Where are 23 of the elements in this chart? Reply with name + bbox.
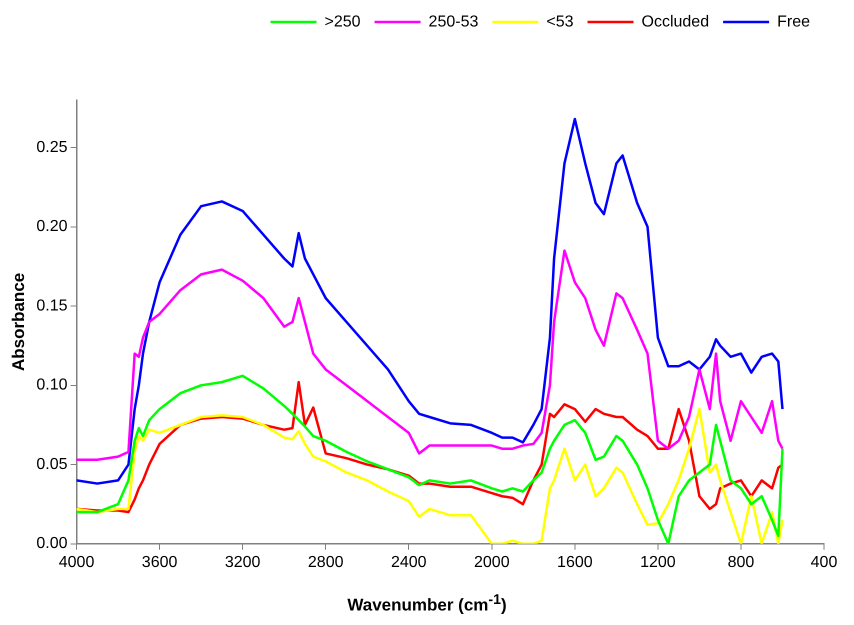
- legend-label: <53: [546, 13, 574, 30]
- x-tick-label: 2400: [390, 554, 427, 571]
- x-tick-label: 2800: [308, 554, 344, 571]
- y-tick-label: 0.05: [36, 456, 68, 473]
- x-tick-label: 800: [728, 554, 754, 571]
- x-tick-label: 3600: [142, 554, 178, 571]
- y-tick-label: 0.10: [36, 376, 68, 394]
- y-tick-label: 0.15: [36, 297, 68, 314]
- x-tick-label: 1200: [640, 554, 676, 571]
- y-axis-title: Absorbance: [8, 272, 28, 372]
- legend-label: 250-53: [428, 13, 478, 30]
- x-tick-label: 1600: [557, 554, 593, 571]
- legend-label: Occluded: [642, 13, 710, 30]
- x-tick-label: 3200: [224, 554, 261, 571]
- y-tick-label: 0.00: [36, 535, 68, 552]
- x-tick-label: 4000: [58, 554, 94, 571]
- legend-label: Free: [777, 13, 810, 30]
- legend-label: >250: [324, 13, 361, 30]
- x-tick-label: 400: [810, 554, 838, 571]
- y-tick-label: 0.25: [36, 138, 68, 156]
- y-tick-label: 0.20: [36, 218, 68, 236]
- x-tick-label: 2000: [474, 554, 510, 571]
- x-axis-title: Wavenumber (cm$^{-1}$): [346, 592, 508, 616]
